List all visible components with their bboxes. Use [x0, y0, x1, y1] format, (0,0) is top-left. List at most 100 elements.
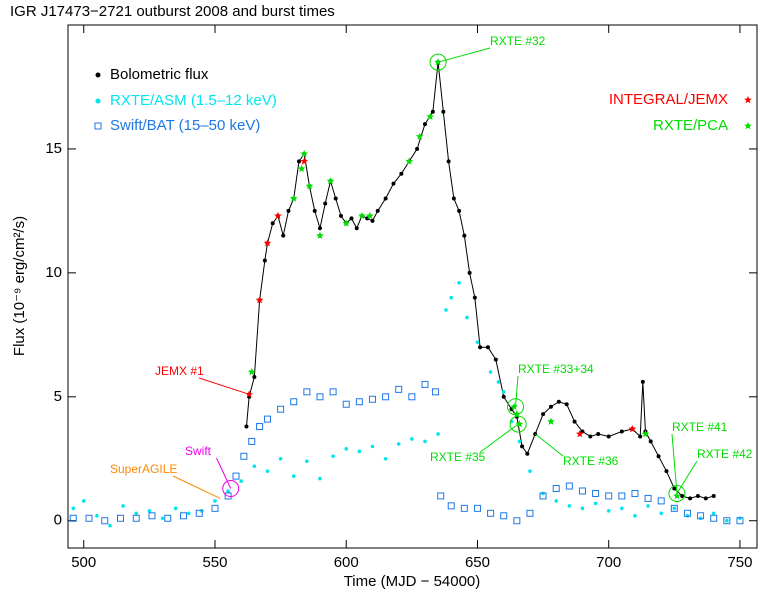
data-point — [447, 502, 455, 510]
data-point — [526, 509, 534, 517]
data-point — [644, 494, 652, 502]
data-point — [296, 159, 301, 164]
data-point — [132, 514, 140, 522]
data-point — [408, 393, 416, 401]
data-point — [421, 380, 429, 388]
data-point — [391, 181, 396, 186]
data-point — [725, 518, 729, 523]
data-point — [69, 514, 77, 522]
data-point — [517, 439, 522, 444]
data-point — [473, 504, 481, 512]
x-tick-label: 550 — [202, 554, 227, 571]
data-point — [240, 452, 248, 460]
data-point — [370, 218, 375, 223]
data-point — [711, 493, 716, 498]
data-point — [395, 385, 403, 393]
x-tick-label: 500 — [71, 554, 96, 571]
data-point — [333, 196, 338, 201]
data-point — [685, 513, 690, 518]
data-point — [426, 112, 435, 120]
data-point — [248, 437, 256, 445]
data-point — [422, 122, 427, 127]
data-point — [244, 424, 249, 429]
data-point — [554, 499, 559, 503]
data-point — [382, 393, 390, 401]
data-point — [648, 439, 653, 444]
y-tick-label: 15 — [45, 140, 62, 157]
data-point — [263, 415, 271, 423]
annotation-line — [198, 377, 250, 395]
data-point — [711, 511, 716, 516]
data-point — [255, 296, 264, 304]
annotation-line — [480, 423, 519, 453]
data-point — [160, 516, 165, 521]
annotation: RXTE #32 — [490, 34, 546, 48]
data-point — [329, 388, 337, 396]
data-point — [186, 511, 191, 516]
annotation-circle — [668, 484, 686, 502]
data-point — [323, 201, 328, 206]
data-point — [501, 390, 506, 394]
data-point — [567, 504, 572, 508]
data-point — [342, 400, 350, 408]
data-point — [357, 449, 362, 454]
data-point — [277, 405, 285, 413]
data-point — [331, 454, 335, 459]
legend-marker — [744, 96, 752, 104]
data-point — [552, 485, 560, 493]
data-point — [430, 109, 435, 114]
chart-title: IGR J17473−2721 outburst 2008 and burst … — [10, 3, 335, 20]
annotation: Swift — [185, 444, 212, 458]
data-point — [355, 398, 363, 406]
data-point — [338, 213, 343, 218]
data-point — [375, 208, 380, 213]
data-point — [265, 469, 270, 473]
data-point — [513, 517, 521, 525]
data-point — [457, 208, 462, 213]
annotation-line — [437, 47, 491, 63]
data-point — [633, 513, 637, 518]
data-point — [312, 208, 317, 213]
data-point — [399, 171, 404, 176]
data-point — [467, 270, 472, 275]
x-tick-label: 650 — [465, 554, 490, 571]
data-point — [148, 512, 156, 520]
annotation-circle — [429, 53, 447, 71]
data-point — [565, 482, 573, 490]
data-point — [437, 492, 445, 500]
data-point — [101, 517, 109, 525]
annotation-circle — [509, 415, 527, 433]
data-point — [121, 504, 125, 508]
data-point — [670, 504, 678, 512]
legend-label: INTEGRAL/JEMX — [609, 91, 728, 108]
data-point — [525, 451, 530, 456]
data-point — [358, 211, 366, 220]
data-point — [164, 514, 172, 522]
data-point — [305, 182, 314, 190]
data-point — [226, 489, 230, 493]
data-point — [631, 489, 639, 497]
data-point — [493, 357, 498, 362]
data-point — [539, 492, 547, 500]
legend-label: RXTE/PCA — [653, 117, 728, 134]
data-point — [510, 402, 519, 410]
data-point — [134, 511, 139, 516]
annotation-line — [515, 375, 519, 407]
annotation: RXTE #33+34 — [518, 362, 594, 376]
data-point — [262, 258, 267, 263]
legend-marker — [744, 122, 752, 130]
annotation-line — [172, 475, 221, 499]
y-tick-label: 10 — [45, 264, 62, 281]
data-point — [605, 492, 613, 500]
annotation-line — [671, 433, 678, 494]
data-point — [628, 425, 637, 433]
data-point — [179, 512, 187, 520]
data-point — [383, 456, 388, 461]
data-point — [606, 509, 611, 513]
annotation: SuperAGILE — [110, 462, 177, 476]
data-point — [500, 512, 508, 520]
data-point — [485, 345, 490, 350]
data-point — [672, 486, 677, 491]
data-point — [606, 434, 611, 439]
data-point — [291, 474, 296, 478]
